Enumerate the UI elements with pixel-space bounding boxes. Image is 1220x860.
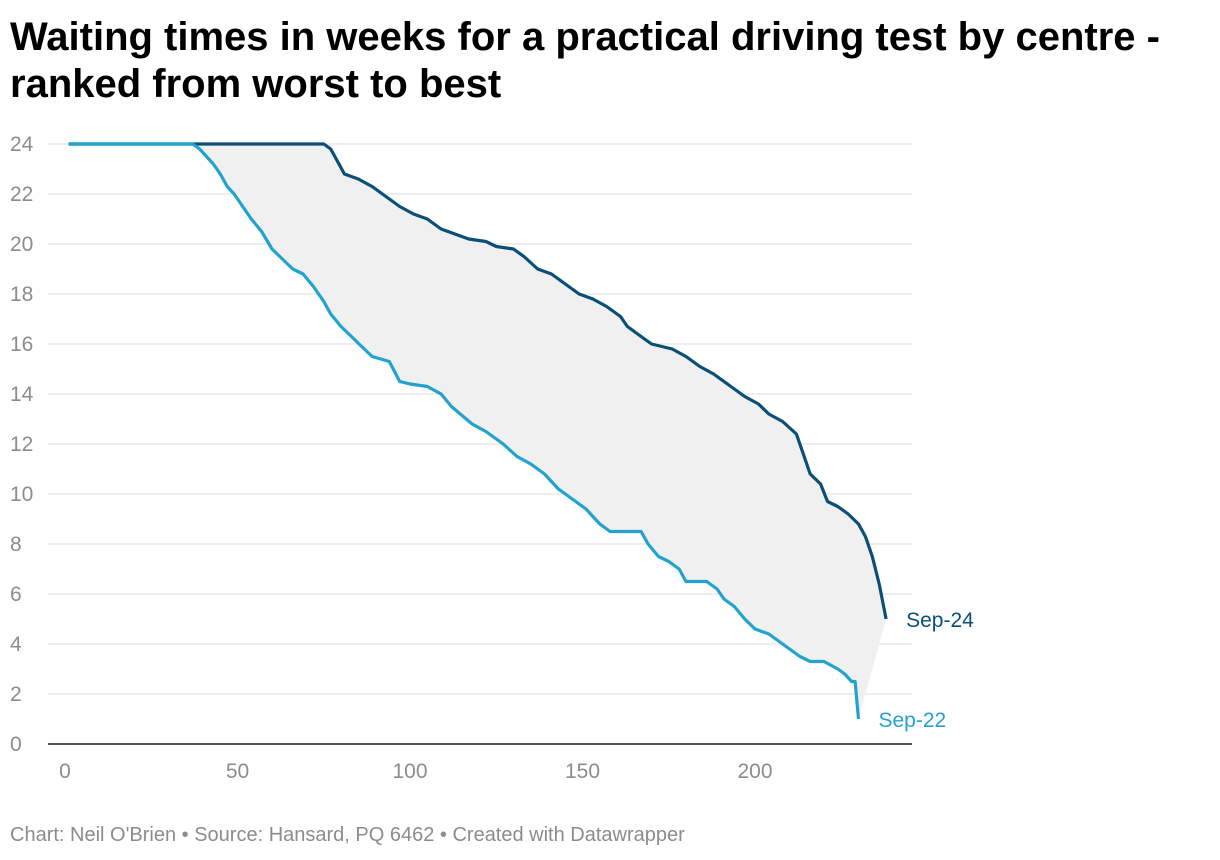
y-tick-label: 0 xyxy=(10,733,22,756)
y-tick-label: 4 xyxy=(10,633,22,656)
y-tick-label: 8 xyxy=(10,533,22,556)
y-tick-label: 18 xyxy=(10,283,33,306)
series-lines xyxy=(68,142,888,720)
y-tick-label: 12 xyxy=(10,433,33,456)
chart-title: Waiting times in weeks for a practical d… xyxy=(10,15,1160,106)
series-line-sep-24 xyxy=(68,142,888,620)
y-tick-label: 24 xyxy=(10,133,34,156)
x-tick-label: 150 xyxy=(565,760,600,783)
y-tick-label: 2 xyxy=(10,683,22,706)
series-label-sep-24: Sep-24 xyxy=(906,609,974,632)
chart-footer: Chart: Neil O'Brien • Source: Hansard, P… xyxy=(10,824,685,846)
y-tick-label: 22 xyxy=(10,183,33,206)
x-tick-label: 200 xyxy=(737,760,772,783)
series-label-sep-22: Sep-22 xyxy=(879,709,947,732)
x-axis-ticks: 0 50 100 150 200 xyxy=(59,760,772,783)
y-tick-label: 14 xyxy=(10,383,34,406)
x-tick-label: 50 xyxy=(226,760,249,783)
x-tick-label: 0 xyxy=(59,760,71,783)
series-labels: Sep-24 Sep-22 xyxy=(879,609,975,732)
series-line-sep-22 xyxy=(68,142,861,720)
y-tick-label: 16 xyxy=(10,333,33,356)
y-tick-label: 20 xyxy=(10,233,33,256)
y-tick-label: 10 xyxy=(10,483,33,506)
area-between-series xyxy=(68,144,887,719)
range-area xyxy=(68,144,887,719)
x-tick-label: 100 xyxy=(392,760,427,783)
y-tick-label: 6 xyxy=(10,583,22,606)
